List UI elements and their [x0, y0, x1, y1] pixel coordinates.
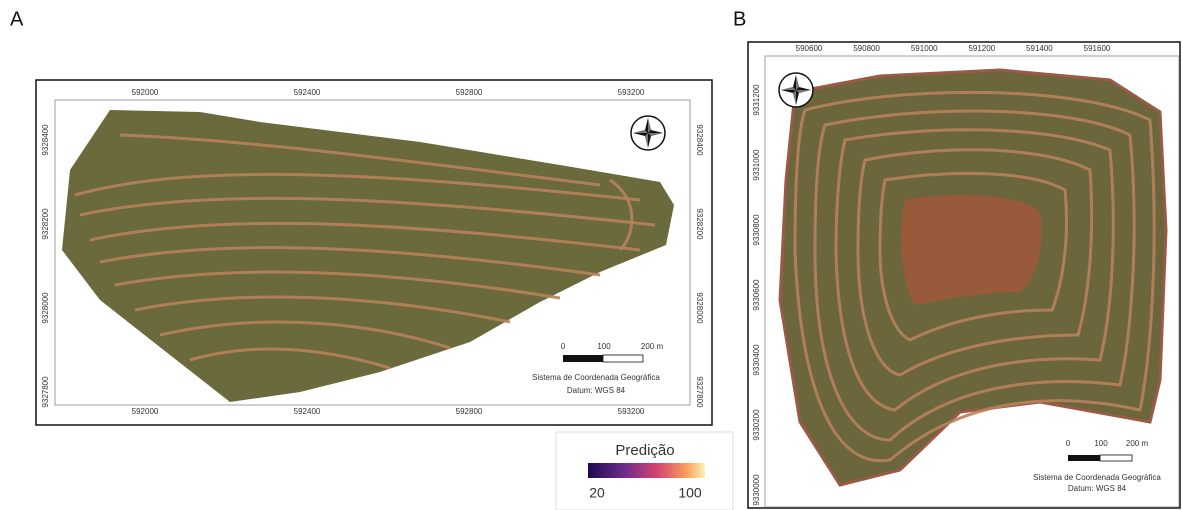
scale-label: 0	[561, 342, 566, 351]
panel-label: B	[733, 8, 746, 30]
coord-label: 592400	[294, 88, 321, 97]
coord-label: 9328400	[41, 124, 50, 156]
crs-label: Sistema de Coordenada Geográfica	[532, 373, 660, 382]
coord-label: 592800	[456, 88, 483, 97]
coord-label: 592000	[132, 88, 159, 97]
scale-bar	[1068, 455, 1100, 461]
scale-label: 200 m	[641, 342, 664, 351]
coord-label: 590800	[853, 44, 880, 53]
coord-label: 593200	[618, 407, 645, 416]
scale-bar	[563, 355, 603, 362]
figure: A 0 100 200 m Sistema de Coordenada Geog…	[0, 0, 1183, 510]
north-arrow	[779, 73, 813, 107]
coord-label: 9330400	[752, 344, 761, 376]
datum-label: Datum: WGS 84	[1068, 484, 1127, 493]
coord-label: 9330200	[752, 409, 761, 441]
legend-min: 20	[589, 485, 605, 501]
coord-label: 591000	[911, 44, 938, 53]
scale-label: 0	[1066, 439, 1071, 448]
coord-label: 592800	[456, 407, 483, 416]
coord-label: 9328200	[41, 208, 50, 240]
coord-label: 591200	[968, 44, 995, 53]
coord-label: 9330800	[752, 214, 761, 246]
coord-label: 592400	[294, 407, 321, 416]
coord-label: 593200	[618, 88, 645, 97]
datum-label: Datum: WGS 84	[567, 386, 626, 395]
legend-max: 100	[678, 485, 702, 501]
scale-label: 200 m	[1126, 439, 1149, 448]
coord-label: 9327800	[41, 376, 50, 408]
scale-label: 100	[1094, 439, 1108, 448]
coord-label: 9328000	[41, 292, 50, 324]
scale-label: 100	[597, 342, 611, 351]
crs-label: Sistema de Coordenada Geográfica	[1033, 473, 1161, 482]
coord-label: 9330600	[752, 279, 761, 311]
coord-label: 9331000	[752, 149, 761, 181]
scale-bar	[603, 355, 643, 362]
coord-label: 591600	[1084, 44, 1111, 53]
color-ramp	[588, 463, 705, 478]
coord-label: 591400	[1026, 44, 1053, 53]
coord-label: 9328200	[695, 208, 704, 240]
coord-label: 9331200	[752, 84, 761, 116]
scale-bar	[1100, 455, 1132, 461]
coord-label: 592000	[132, 407, 159, 416]
coord-label: 590600	[796, 44, 823, 53]
coord-label: 9328000	[695, 292, 704, 324]
panel-label: A	[10, 8, 24, 30]
north-arrow	[631, 116, 665, 150]
coord-label: 9327800	[695, 376, 704, 408]
coord-label: 9328400	[695, 124, 704, 156]
coord-label: 9330000	[752, 474, 761, 506]
legend-title: Predição	[615, 442, 674, 459]
